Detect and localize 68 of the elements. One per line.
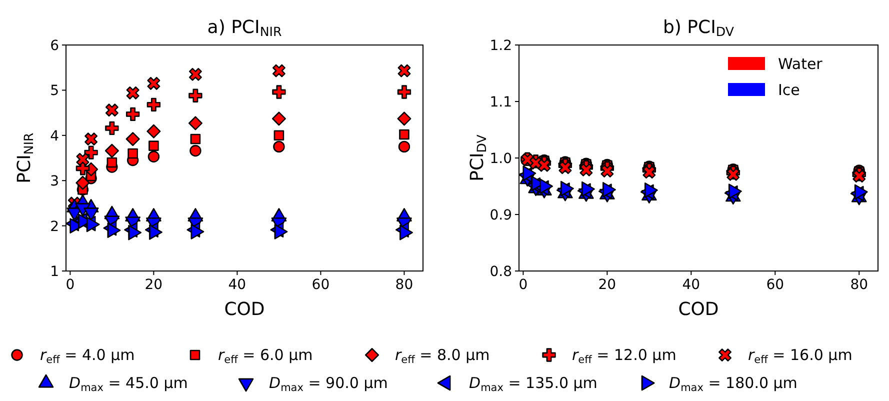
x-tick-label: 0 (66, 277, 75, 293)
point (147, 76, 160, 90)
y-tick-label: 1.1 (490, 94, 512, 110)
x-tick-label: 80 (395, 277, 414, 293)
x-axis-title: COD (224, 299, 265, 320)
point (128, 148, 138, 159)
legend-label: r$_{eff}$ = 12.0 µm (572, 346, 676, 366)
x-axis-title: COD (678, 299, 719, 320)
y-tick-label: 0.8 (490, 264, 512, 280)
point (146, 124, 161, 138)
legend-label: D$_{max}$ = 45.0 µm (69, 374, 188, 394)
legend-label: D$_{max}$ = 90.0 µm (269, 374, 388, 394)
legend-label: r$_{eff}$ = 4.0 µm (40, 346, 135, 366)
point (190, 144, 202, 157)
x-tick-label: 40 (228, 277, 246, 293)
point (105, 104, 118, 117)
point (106, 157, 118, 168)
point (274, 130, 284, 141)
legend-label: r$_{eff}$ = 8.0 µm (395, 346, 490, 366)
x-tick-label: 40 (682, 277, 700, 293)
point (104, 144, 119, 158)
point (273, 140, 285, 153)
point (397, 112, 412, 126)
x-tick-label: 0 (518, 277, 528, 293)
point (148, 150, 160, 162)
point (76, 176, 90, 190)
point (84, 132, 98, 146)
x-tick-label: 60 (766, 277, 784, 293)
point (76, 152, 90, 166)
point (272, 85, 286, 99)
y-tick-label: 1.0 (490, 151, 512, 167)
point (188, 116, 202, 130)
point (398, 64, 411, 78)
legend-label: Water (778, 55, 824, 73)
y-tick-label: 4 (50, 128, 60, 144)
point (84, 146, 98, 160)
point (105, 121, 119, 136)
chart-title: b) PCI$_{DV}$ (663, 17, 734, 40)
point (126, 107, 140, 121)
y-tick-label: 5 (50, 83, 59, 100)
y-tick-label: 0.9 (490, 208, 512, 224)
y-tick-label: 6 (50, 38, 60, 54)
point (148, 140, 159, 151)
x-tick-label: 20 (598, 277, 616, 293)
point (399, 129, 410, 140)
point (398, 140, 410, 153)
point (272, 64, 286, 78)
y-tick-label: 3 (50, 174, 59, 190)
y-tick-label: 1.2 (490, 38, 512, 54)
x-tick-label: 80 (850, 277, 868, 293)
legend-label: D$_{max}$ = 180.0 µm (669, 374, 798, 394)
chart-title: a) PCI$_{NIR}$ (207, 17, 282, 40)
point (188, 68, 202, 81)
legend-label: r$_{eff}$ = 16.0 µm (748, 346, 852, 366)
y-tick-label: 2 (50, 218, 59, 235)
point (190, 134, 201, 144)
y-tick-label: 1 (50, 264, 59, 280)
legend-label: r$_{eff}$ = 6.0 µm (218, 346, 313, 366)
x-tick-label: 20 (144, 277, 163, 293)
legend-label: D$_{max}$ = 135.0 µm (469, 374, 598, 394)
point (146, 98, 161, 112)
point (397, 85, 412, 99)
point (272, 112, 286, 126)
legend-label: Ice (778, 81, 800, 99)
x-tick-label: 60 (312, 277, 330, 293)
point (188, 88, 202, 102)
point (126, 86, 140, 100)
point (126, 132, 140, 146)
